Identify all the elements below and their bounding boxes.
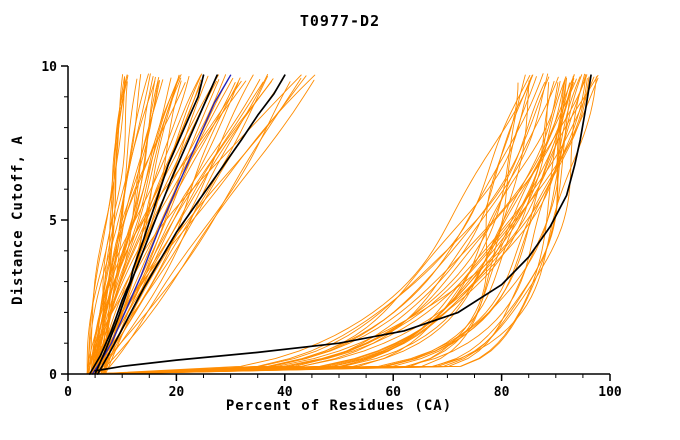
ensemble-curve xyxy=(99,73,586,375)
ensemble-curve xyxy=(94,74,575,375)
ensemble-curve xyxy=(100,73,544,375)
ensemble-curve xyxy=(89,82,571,375)
ensemble-curve xyxy=(90,78,577,375)
ensemble-curve xyxy=(87,73,149,375)
x-tick-label: 20 xyxy=(169,385,185,400)
y-tick-label: 10 xyxy=(41,60,57,75)
ensemble-curve xyxy=(92,74,534,375)
ensemble-curve xyxy=(103,75,531,375)
ensemble-curve xyxy=(96,82,202,375)
x-tick-label: 100 xyxy=(598,385,622,400)
ensemble-curve xyxy=(96,81,272,375)
x-tick-label: 60 xyxy=(385,385,401,400)
ensemble-curve xyxy=(99,76,581,375)
ensemble-curve xyxy=(91,75,307,375)
ensemble-curve xyxy=(94,80,217,375)
ensemble-curve xyxy=(93,76,587,375)
ensemble-curve xyxy=(96,75,129,375)
ensemble-curve xyxy=(97,79,315,375)
ensemble-curve xyxy=(98,76,590,375)
ensemble-curve xyxy=(92,75,533,375)
ensemble-curve xyxy=(94,79,179,375)
ensemble-curve xyxy=(105,76,550,375)
ensemble-curve xyxy=(107,82,559,375)
ensemble-curve xyxy=(105,77,588,375)
chart-title: T0977-D2 xyxy=(299,12,381,30)
y-axis-label: Distance Cutoff, A xyxy=(10,135,26,305)
ensemble-curve xyxy=(95,78,127,375)
y-tick-label: 0 xyxy=(49,368,57,383)
ensemble-curve xyxy=(105,82,519,375)
ensemble-curve xyxy=(91,80,530,375)
ensemble-curve xyxy=(98,74,588,375)
x-tick-label: 40 xyxy=(277,385,293,400)
ensemble-curve xyxy=(104,77,234,375)
ensemble-curve xyxy=(101,81,291,375)
ensemble-curve xyxy=(100,73,203,375)
ensemble-curve xyxy=(100,74,316,375)
highlight-black-right xyxy=(94,74,592,372)
ensemble-curve xyxy=(86,74,128,375)
ensemble-curve xyxy=(103,73,587,375)
ensemble-curve xyxy=(103,82,550,375)
ensemble-curve xyxy=(91,74,526,375)
x-tick-label: 0 xyxy=(64,385,72,400)
ensemble-curve xyxy=(89,77,302,375)
ensemble-curve xyxy=(103,74,583,375)
highlight-black-3 xyxy=(96,74,286,375)
x-tick-label: 80 xyxy=(494,385,510,400)
ensemble-curve xyxy=(101,82,546,375)
ensemble-curve xyxy=(105,82,565,375)
x-axis-label: Percent of Residues (CA) xyxy=(225,398,453,414)
ensemble-curve xyxy=(104,79,220,375)
ensemble-curve xyxy=(100,77,241,375)
ensemble-curve xyxy=(93,76,567,375)
y-tick-label: 5 xyxy=(49,214,57,229)
highlight-black-2 xyxy=(94,74,218,375)
ensemble-curve xyxy=(98,76,574,375)
highlight-black-1 xyxy=(88,74,205,375)
reference-blue-model xyxy=(91,74,232,375)
